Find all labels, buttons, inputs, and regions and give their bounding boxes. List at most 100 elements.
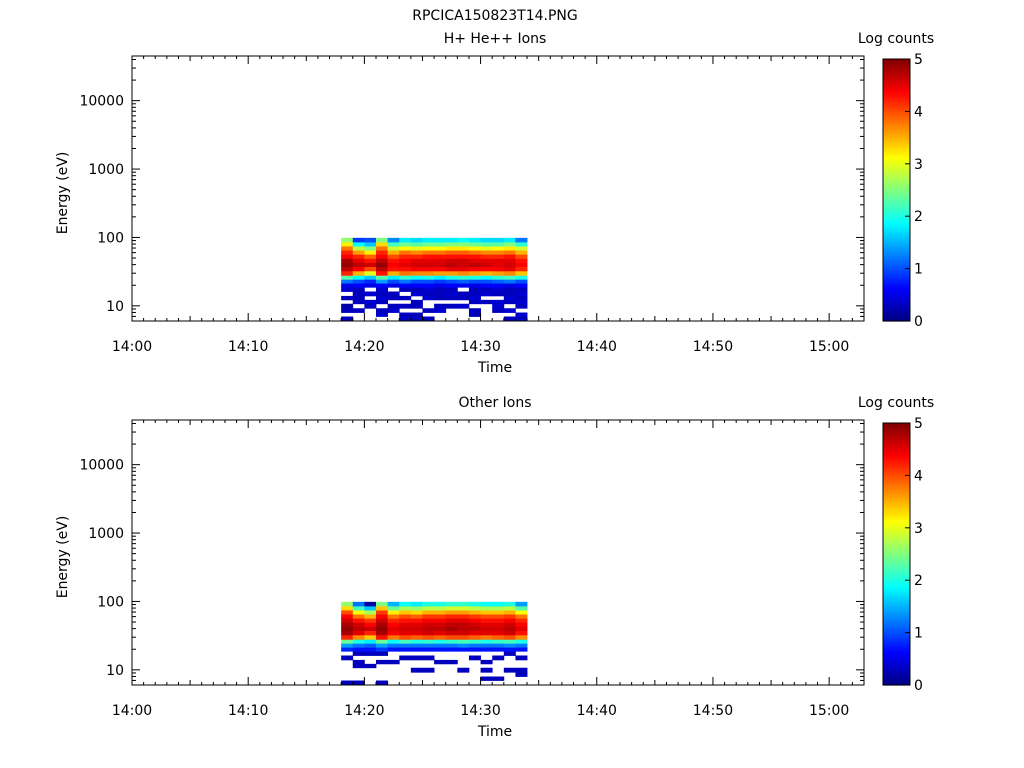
x-tick-label: 14:40	[577, 703, 617, 719]
heatmap-cell	[399, 643, 412, 648]
heatmap-cell	[515, 647, 528, 652]
heatmap-cell	[503, 639, 516, 644]
heatmap-cell	[503, 308, 516, 313]
heatmap-cell	[480, 618, 493, 623]
colorbar-swatch	[883, 113, 910, 117]
heatmap-cell	[515, 254, 528, 259]
heatmap-cell	[445, 279, 458, 284]
heatmap-cell	[410, 647, 423, 652]
heatmap-cell	[480, 647, 493, 652]
heatmap-cell	[445, 614, 458, 619]
heatmap-cell	[422, 241, 435, 247]
heatmap-cell	[387, 622, 400, 627]
colorbar-swatch	[883, 124, 910, 128]
colorbar-frame	[882, 422, 911, 686]
heatmap-cell	[480, 630, 493, 636]
colorbar-swatch	[883, 608, 910, 612]
colorbar-swatch	[883, 96, 910, 99]
heatmap-cell	[422, 262, 435, 268]
colorbar-swatch	[883, 292, 910, 296]
heatmap-cell	[376, 626, 389, 632]
heatmap-cell	[376, 295, 389, 301]
colorbar-swatch	[883, 120, 910, 123]
heatmap-cell	[399, 312, 412, 317]
heatmap-cell	[468, 279, 481, 284]
heatmap-cell	[434, 610, 447, 615]
heatmap-cell	[468, 634, 481, 640]
heatmap-cell	[422, 655, 435, 661]
heatmap-cell	[376, 680, 389, 686]
colorbar-swatch	[883, 59, 910, 62]
heatmap-cell	[468, 258, 481, 263]
colorbar-swatch	[883, 610, 910, 614]
heatmap-cell	[434, 287, 447, 292]
heatmap-cell	[515, 266, 528, 272]
heatmap-cell	[468, 639, 481, 644]
colorbar-swatch	[883, 652, 910, 656]
heatmap-cell	[434, 634, 447, 640]
heatmap-cell	[468, 308, 481, 313]
heatmap-cell	[399, 605, 412, 611]
colorbar-swatch	[883, 281, 910, 285]
heatmap-cell	[434, 626, 447, 632]
colorbar-swatch	[883, 571, 910, 575]
y-axis-label: Energy (eV)	[55, 516, 71, 599]
heatmap-cell	[410, 610, 423, 615]
heatmap-cell	[341, 622, 354, 627]
heatmap-cell	[352, 246, 365, 251]
colorbar-swatch	[883, 148, 910, 152]
colorbar-swatch	[883, 643, 910, 647]
colorbar-swatch	[883, 244, 910, 248]
heatmap-cell	[480, 246, 493, 251]
heatmap-cell	[410, 283, 423, 288]
heatmap-cell	[457, 258, 470, 263]
heatmap-cell	[492, 287, 505, 292]
colorbar-swatch	[883, 634, 910, 638]
colorbar-swatch	[883, 499, 910, 503]
heatmap-cell	[457, 601, 470, 607]
colorbar-swatch	[883, 503, 910, 507]
colorbar-swatch	[883, 586, 910, 590]
heatmap-cell	[410, 303, 423, 309]
colorbar-swatch	[883, 87, 910, 91]
heatmap-cell	[515, 262, 528, 268]
heatmap-cells	[341, 237, 528, 322]
heatmap-cell	[387, 659, 400, 665]
heatmap-cell	[399, 639, 412, 644]
colorbar-swatch	[883, 174, 910, 178]
heatmap-cell	[434, 639, 447, 644]
y-tick-label: 10000	[79, 458, 124, 474]
heatmap-cell	[515, 610, 528, 615]
colorbar-swatch	[883, 545, 910, 549]
heatmap-cell	[364, 601, 377, 607]
colorbar-label: Log counts	[858, 31, 934, 47]
colorbar-swatch	[883, 514, 910, 518]
heatmap-cell	[376, 250, 389, 255]
colorbar-swatch	[883, 146, 910, 150]
heatmap-cell	[434, 266, 447, 272]
heatmap-cell	[422, 287, 435, 292]
heatmap-cell	[364, 630, 377, 636]
heatmap-cell	[341, 308, 354, 313]
heatmap-cell	[364, 634, 377, 640]
x-tick-label: 14:30	[460, 703, 500, 719]
heatmap-cell	[410, 270, 423, 276]
heatmap-cell	[492, 246, 505, 251]
heatmap-cell	[457, 250, 470, 255]
heatmap-cell	[387, 250, 400, 255]
heatmap-cell	[515, 618, 528, 623]
colorbar-swatch	[883, 216, 910, 219]
heatmap-cell	[352, 639, 365, 644]
heatmap-cell	[352, 634, 365, 640]
heatmap-cell	[515, 275, 528, 280]
heatmap-cell	[457, 605, 470, 611]
heatmap-cell	[352, 299, 365, 305]
heatmap-cell	[492, 275, 505, 280]
heatmap-cell	[376, 614, 389, 619]
heatmap-cell	[457, 254, 470, 259]
heatmap-cell	[457, 241, 470, 247]
heatmap-cell	[341, 295, 354, 301]
colorbar-swatch	[883, 602, 910, 605]
